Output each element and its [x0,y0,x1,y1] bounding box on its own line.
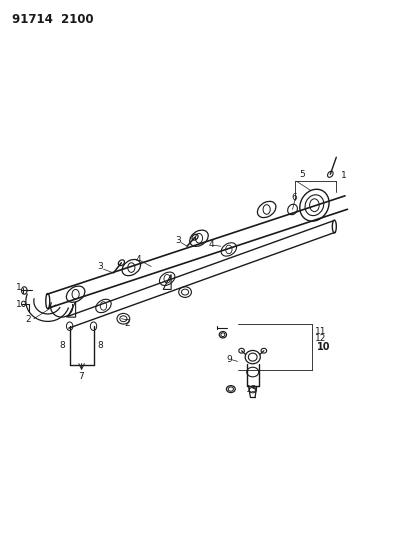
Text: 10: 10 [317,342,330,352]
Text: 9: 9 [227,356,232,364]
Text: 5: 5 [300,171,305,179]
Text: 8: 8 [60,341,65,350]
Text: 1: 1 [16,301,22,309]
Text: 6: 6 [292,193,297,201]
Text: 3: 3 [176,237,181,245]
Text: 91714  2100: 91714 2100 [12,13,94,26]
Text: 2: 2 [125,319,130,328]
Text: 13: 13 [246,385,258,393]
Text: 12: 12 [315,335,326,343]
Text: 11: 11 [315,327,326,336]
Text: 2: 2 [26,316,31,324]
Text: 1: 1 [341,172,346,180]
Text: 8: 8 [98,341,103,350]
Text: 7: 7 [79,373,84,381]
Text: 1: 1 [16,284,22,292]
Text: 4: 4 [135,255,141,264]
Text: 3: 3 [98,262,103,271]
Text: 4: 4 [208,240,214,248]
